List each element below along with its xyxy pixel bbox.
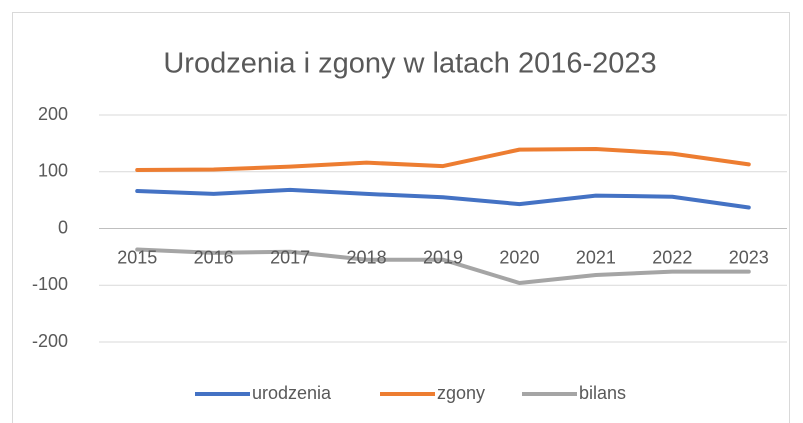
y-tick-label: 200 [38,104,68,124]
y-tick-label: 100 [38,161,68,181]
y-tick-label: 0 [58,217,68,237]
x-tick-label: 2022 [652,247,692,267]
x-tick-label: 2016 [194,247,234,267]
legend-label: urodzenia [252,383,332,403]
legend-label: bilans [579,383,626,403]
chart-border [12,12,790,423]
x-tick-label: 2020 [499,247,539,267]
legend-label: zgony [437,383,485,403]
y-tick-label: -100 [32,274,68,294]
series-line [135,147,751,173]
series-line [135,187,751,210]
x-tick-label: 2017 [270,247,310,267]
x-tick-label: 2023 [729,247,769,267]
x-tick-label: 2018 [347,247,387,267]
x-tick-label: 2021 [576,247,616,267]
chart-title: Urodzenia i zgony w latach 2016-2023 [163,48,656,80]
x-tick-label: 2015 [117,247,157,267]
x-tick-label: 2019 [423,247,463,267]
series-line [135,247,751,285]
y-tick-label: -200 [32,331,68,351]
